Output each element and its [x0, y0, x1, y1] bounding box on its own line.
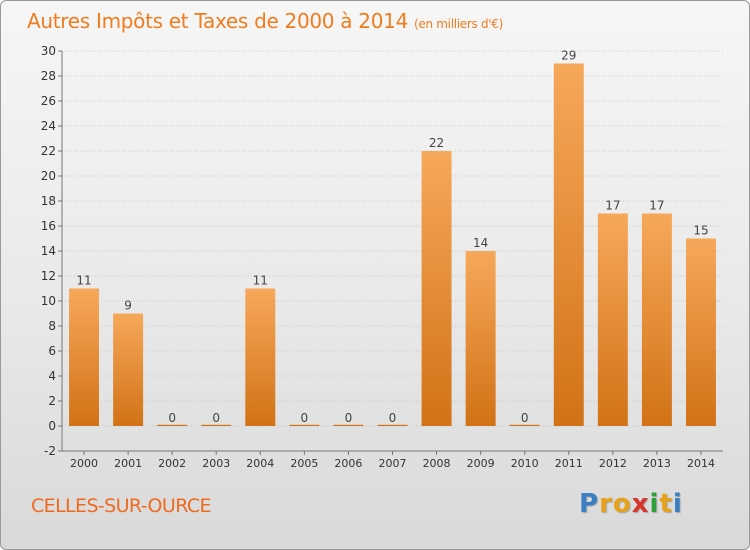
bar-2014 — [685, 238, 716, 426]
value-label-2003: 0 — [212, 411, 220, 425]
value-label-2004: 11 — [253, 274, 268, 288]
x-tick-label-2008: 2008 — [423, 457, 451, 470]
y-tick-label: -2 — [44, 444, 56, 458]
bar-2004 — [245, 288, 276, 426]
bar-2011 — [553, 63, 584, 426]
y-tick-label: 22 — [41, 144, 56, 158]
value-label-2001: 9 — [124, 299, 132, 313]
bars — [69, 63, 716, 426]
y-tick-label: 16 — [41, 219, 56, 233]
x-tick-label-2003: 2003 — [202, 457, 230, 470]
y-tick-label: 26 — [41, 94, 56, 108]
logo-letter: x — [631, 489, 650, 519]
chart-unit: (en milliers d'€) — [414, 17, 504, 31]
y-tick-label: 8 — [48, 319, 56, 333]
bar-2010 — [509, 424, 540, 426]
x-tick-label-2007: 2007 — [379, 457, 407, 470]
y-tick-label: 0 — [48, 419, 56, 433]
logo-letter: P — [579, 489, 600, 519]
bar-2002 — [157, 424, 188, 426]
value-label-2011: 29 — [561, 49, 576, 63]
x-tick-label-2010: 2010 — [511, 457, 539, 470]
x-tick-label-2000: 2000 — [70, 457, 98, 470]
proxiti-logo: Proxiti — [579, 489, 683, 519]
y-tick-label: 18 — [41, 194, 56, 208]
value-label-2010: 0 — [521, 411, 529, 425]
chart-title-text: Autres Impôts et Taxes de 2000 à 2014 — [27, 9, 408, 33]
bar-2009 — [465, 251, 496, 426]
logo-letter: o — [612, 489, 632, 519]
y-tick-label: 12 — [41, 269, 56, 283]
y-tick-label: 30 — [41, 44, 56, 58]
logo-letter: t — [659, 489, 673, 519]
bar-2007 — [377, 424, 408, 426]
bar-2003 — [201, 424, 232, 426]
logo-letter: i — [649, 489, 660, 519]
value-label-2000: 11 — [76, 274, 91, 288]
x-tick-label-2014: 2014 — [687, 457, 715, 470]
value-labels: 11 9 0 0 11 0 0 0 22 14 0 29 17 17 15 — [76, 49, 708, 426]
x-tick-label-2013: 2013 — [643, 457, 671, 470]
value-label-2007: 0 — [389, 411, 397, 425]
bar-2012 — [597, 213, 628, 426]
x-tick-label-2012: 2012 — [599, 457, 627, 470]
x-tick-label-2005: 2005 — [290, 457, 318, 470]
bar-2001 — [113, 313, 144, 426]
bar-2008 — [421, 151, 452, 426]
bar-2005 — [289, 424, 320, 426]
value-label-2009: 14 — [473, 236, 488, 250]
x-tick-label-2011: 2011 — [555, 457, 583, 470]
y-tick-label: 10 — [41, 294, 56, 308]
y-tick-label: 24 — [41, 119, 56, 133]
chart-title: Autres Impôts et Taxes de 2000 à 2014 (en… — [27, 9, 503, 33]
value-label-2006: 0 — [345, 411, 353, 425]
value-label-2005: 0 — [301, 411, 309, 425]
value-label-2002: 0 — [168, 411, 176, 425]
y-tick-label: 2 — [48, 394, 56, 408]
y-tick-label: 4 — [48, 369, 56, 383]
y-tick-label: 28 — [41, 69, 56, 83]
commune-name: CELLES-SUR-OURCE — [31, 495, 212, 517]
y-tick-label: 14 — [41, 244, 56, 258]
x-tick-label-2009: 2009 — [467, 457, 495, 470]
value-label-2014: 15 — [693, 224, 708, 238]
x-tick-label-2006: 2006 — [334, 457, 362, 470]
logo-letter: i — [672, 489, 683, 519]
bar-2006 — [333, 424, 364, 426]
y-tick-label: 20 — [41, 169, 56, 183]
y-tick-label: 6 — [48, 344, 56, 358]
x-tick-label-2001: 2001 — [114, 457, 142, 470]
value-label-2012: 17 — [605, 199, 620, 213]
value-label-2008: 22 — [429, 136, 444, 150]
value-label-2013: 17 — [649, 199, 664, 213]
bar-2000 — [69, 288, 100, 426]
x-tick-label-2004: 2004 — [246, 457, 274, 470]
x-tick-label-2002: 2002 — [158, 457, 186, 470]
bar-2013 — [641, 213, 672, 426]
logo-letter: r — [599, 489, 613, 519]
